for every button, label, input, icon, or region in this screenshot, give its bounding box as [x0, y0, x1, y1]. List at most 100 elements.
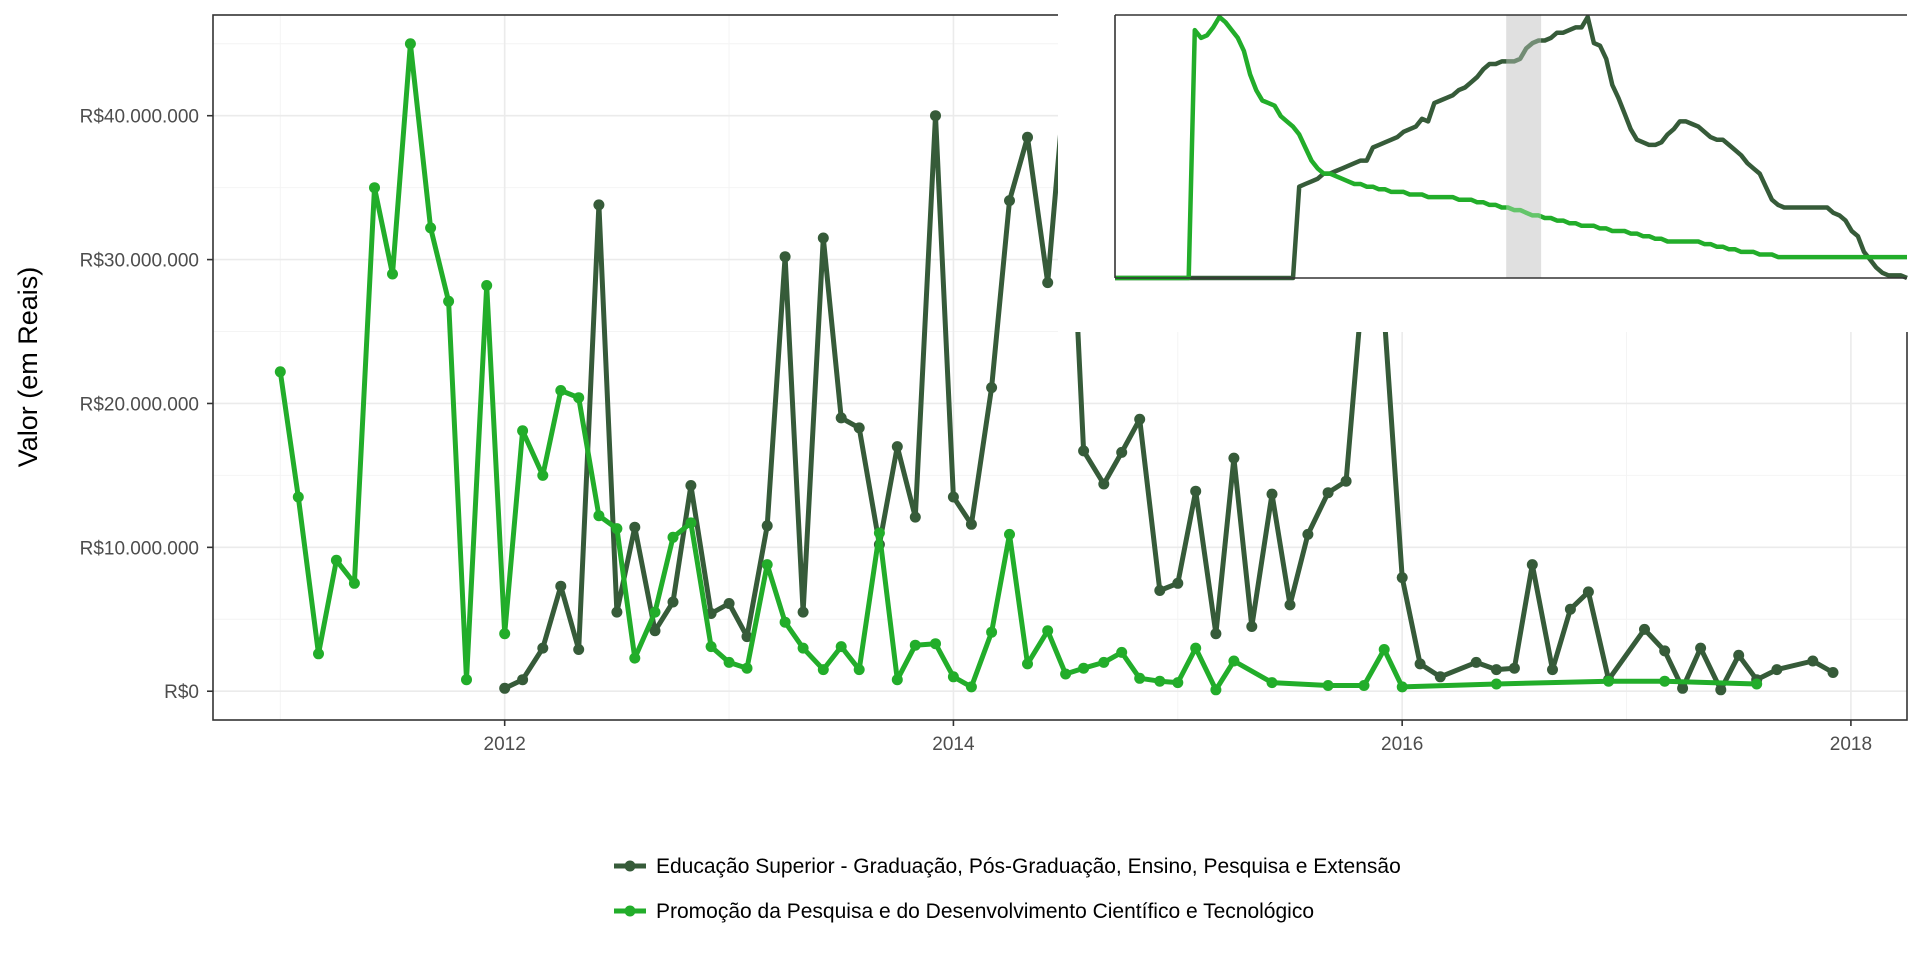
data-point — [835, 412, 847, 424]
data-point — [611, 523, 623, 535]
data-point — [965, 681, 977, 693]
data-point — [779, 251, 791, 263]
data-point — [1677, 682, 1689, 694]
data-point — [685, 480, 697, 491]
data-point — [667, 596, 679, 608]
data-point — [1547, 664, 1558, 676]
data-point — [1098, 478, 1110, 490]
data-point — [986, 382, 998, 394]
data-point — [1470, 656, 1482, 668]
data-point — [649, 625, 661, 637]
data-point — [425, 222, 437, 234]
data-point — [1302, 528, 1314, 540]
x-tick-label: 2014 — [932, 734, 975, 755]
data-point — [853, 664, 865, 676]
data-point — [537, 469, 549, 481]
data-point — [537, 642, 549, 654]
data-point — [891, 674, 903, 686]
data-point — [1116, 446, 1128, 458]
legend-key-point — [624, 905, 636, 917]
y-axis-title: Valor (em Reais) — [13, 267, 43, 468]
data-point — [1004, 195, 1015, 207]
data-point — [797, 642, 809, 654]
data-point — [817, 232, 829, 244]
data-point — [1490, 664, 1502, 676]
data-point — [629, 521, 641, 533]
data-point — [1190, 485, 1202, 497]
data-point — [723, 656, 735, 668]
legend-label: Educação Superior - Graduação, Pós-Gradu… — [656, 855, 1401, 878]
data-point — [1060, 668, 1072, 680]
data-point — [1266, 677, 1278, 689]
data-point — [667, 531, 679, 543]
data-point — [947, 491, 959, 503]
data-point — [685, 517, 697, 529]
legend: Educação Superior - Graduação, Pós-Gradu… — [614, 855, 1401, 923]
data-point — [555, 385, 567, 396]
data-point — [1582, 586, 1594, 598]
data-point — [1004, 528, 1015, 540]
data-point — [1154, 585, 1166, 596]
data-point — [1715, 684, 1727, 696]
data-point — [1564, 603, 1576, 615]
data-point — [404, 38, 416, 50]
data-point — [1414, 658, 1426, 670]
x-tick-label: 2018 — [1830, 734, 1872, 755]
data-point — [1751, 678, 1763, 690]
data-point — [779, 616, 791, 628]
inset-background — [1058, 10, 1920, 332]
data-point — [1134, 672, 1146, 684]
data-point — [1210, 628, 1222, 640]
legend-item-2: Promoção da Pesquisa e do Desenvolviment… — [614, 900, 1314, 923]
data-point — [1266, 488, 1278, 500]
data-point — [499, 628, 511, 640]
data-point — [930, 638, 941, 650]
data-point — [741, 662, 753, 674]
data-point — [1042, 625, 1054, 637]
data-point — [947, 671, 959, 683]
data-point — [1434, 671, 1446, 683]
inset-highlight-overlay — [1506, 15, 1542, 278]
data-point — [1172, 677, 1184, 689]
y-tick-label: R$10.000.000 — [80, 538, 199, 559]
data-point — [1827, 667, 1839, 678]
data-point — [611, 606, 623, 618]
data-point — [986, 626, 998, 638]
data-point — [873, 527, 885, 539]
y-tick-label: R$40.000.000 — [80, 107, 199, 128]
data-point — [1340, 475, 1352, 487]
data-point — [1659, 645, 1671, 657]
data-point — [853, 422, 865, 434]
data-point — [649, 606, 661, 618]
data-point — [1228, 655, 1240, 667]
x-tick-label: 2016 — [1381, 734, 1423, 755]
data-point — [930, 110, 941, 122]
data-point — [909, 511, 921, 523]
data-point — [573, 392, 585, 404]
data-point — [517, 425, 529, 437]
data-point — [1078, 445, 1090, 457]
data-point — [1733, 649, 1745, 661]
data-point — [348, 577, 360, 589]
data-point — [1154, 675, 1166, 687]
series-2 — [274, 38, 1763, 696]
data-point — [387, 268, 398, 280]
data-point — [1116, 646, 1128, 658]
y-axis: R$0 R$10.000.000 R$20.000.000 R$30.000.000 R… — [80, 107, 213, 703]
legend-item-1: Educação Superior - Graduação, Pós-Gradu… — [614, 855, 1401, 878]
data-point — [629, 652, 641, 664]
data-point — [909, 639, 921, 651]
y-tick-label: R$0 — [164, 682, 199, 703]
data-point — [1190, 642, 1202, 654]
data-point — [517, 674, 529, 686]
data-point — [443, 295, 455, 307]
data-point — [1022, 131, 1033, 143]
data-point — [1807, 655, 1819, 667]
data-point — [817, 664, 829, 676]
inset-overview-chart — [1058, 10, 1920, 332]
data-point — [499, 682, 511, 694]
data-point — [313, 648, 324, 660]
data-point — [1322, 487, 1334, 499]
series-layer — [274, 38, 1839, 696]
